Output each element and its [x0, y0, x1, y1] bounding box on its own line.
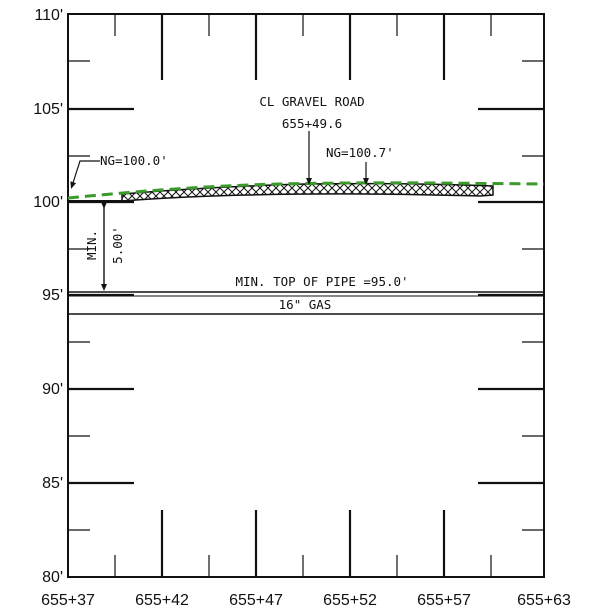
y-tick-label: 95' [42, 287, 63, 304]
y-tick-label: 110' [34, 7, 63, 24]
pipe-name-label: 16" GAS [279, 297, 332, 312]
natural-ground-line [67, 181, 545, 200]
min-cover-label-b: 5.00' [110, 226, 125, 264]
ng-left-leader [70, 160, 100, 189]
x-tick-label: 655+47 [229, 592, 283, 609]
road-title-label: CL GRAVEL ROAD [259, 94, 364, 109]
x-tick-label: 655+37 [41, 592, 95, 609]
y-tick-label: 105' [33, 101, 63, 118]
gravel-road-section [121, 182, 494, 202]
min-cover-label-a: MIN. [84, 230, 99, 260]
y-tick-label: 90' [42, 381, 63, 398]
x-axis-labels: 655+37 655+42 655+47 655+52 655+57 655+6… [41, 592, 571, 609]
x-tick-label: 655+57 [417, 592, 471, 609]
x-tick-marks [160, 14, 446, 577]
x-minor-tick-marks [114, 14, 492, 577]
x-tick-label: 655+52 [323, 592, 377, 609]
y-tick-label: 100' [33, 194, 63, 211]
ng-left-label: NG=100.0' [100, 153, 168, 168]
y-tick-label: 85' [42, 475, 63, 492]
y-minor-tick-marks [68, 60, 544, 531]
x-tick-label: 655+42 [135, 592, 189, 609]
y-axis-labels: 110' 105' 100' 95' 90' 85' 80' [33, 7, 63, 586]
x-tick-label: 655+63 [517, 592, 571, 609]
ng-right-label: NG=100.7' [326, 145, 394, 160]
road-station-label: 655+49.6 [282, 116, 342, 131]
y-tick-label: 80' [42, 569, 63, 586]
pipe-top-label: MIN. TOP OF PIPE =95.0' [235, 274, 408, 289]
y-tick-marks [68, 107, 544, 485]
